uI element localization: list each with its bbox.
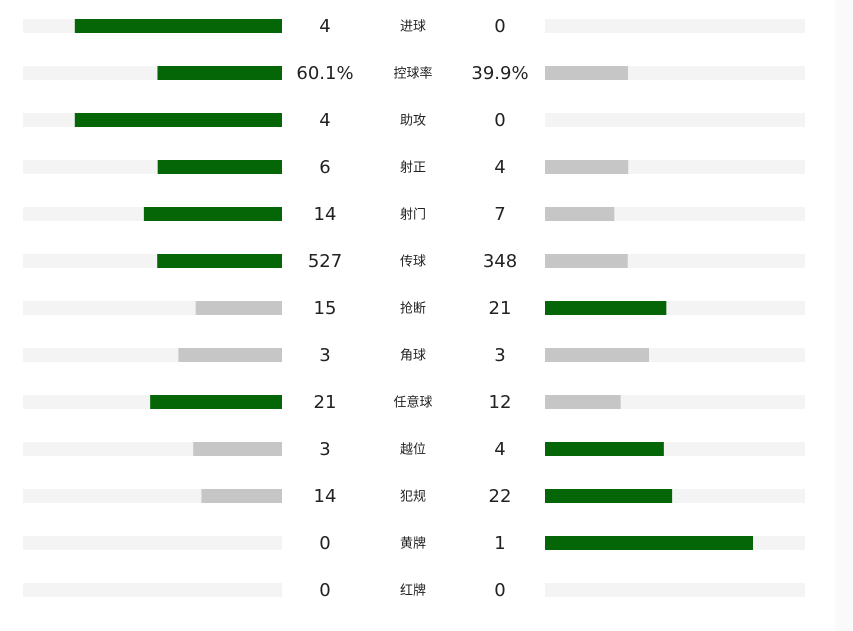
home-value: 15 (314, 298, 337, 319)
away-bar (545, 395, 621, 409)
away-bar (545, 207, 615, 221)
home-bar (74, 113, 282, 127)
away-value: 12 (489, 392, 512, 413)
home-bar (157, 66, 282, 80)
away-bar (545, 66, 628, 80)
home-bar (74, 19, 282, 33)
home-value: 14 (314, 204, 337, 225)
home-bar (201, 489, 282, 503)
home-bar (195, 301, 282, 315)
home-bar (157, 254, 282, 268)
home-value: 3 (319, 345, 330, 366)
away-value: 348 (483, 251, 517, 272)
stat-label: 进球 (400, 20, 426, 35)
home-value: 14 (314, 486, 337, 507)
away-bar (545, 489, 673, 503)
away-value: 1 (494, 533, 505, 554)
bar-track (545, 113, 805, 127)
stat-label: 传球 (400, 255, 426, 270)
home-bar (193, 442, 282, 456)
away-value: 3 (494, 345, 505, 366)
stat-label: 犯规 (400, 490, 426, 505)
away-bar (545, 536, 753, 550)
home-value: 4 (319, 16, 330, 37)
away-bar (545, 348, 649, 362)
away-bar (545, 301, 667, 315)
away-value: 4 (494, 157, 505, 178)
scroll-gutter (835, 0, 853, 631)
away-value: 0 (494, 16, 505, 37)
home-value: 21 (314, 392, 337, 413)
home-value: 3 (319, 439, 330, 460)
stat-label: 控球率 (393, 66, 432, 82)
stat-label: 射门 (400, 207, 426, 223)
away-value: 7 (494, 204, 505, 225)
away-value: 4 (494, 439, 505, 460)
away-bar (545, 254, 628, 268)
home-value: 6 (319, 157, 330, 178)
away-value: 21 (489, 298, 512, 319)
stat-label: 黄牌 (400, 536, 426, 552)
home-bar (150, 395, 282, 409)
away-bar (545, 160, 629, 174)
away-value: 0 (494, 110, 505, 131)
stat-label: 助攻 (400, 114, 426, 129)
stat-label: 角球 (400, 349, 426, 364)
stat-label: 红牌 (400, 583, 426, 599)
home-value: 4 (319, 110, 330, 131)
bar-track (545, 19, 805, 33)
away-value: 39.9% (471, 63, 528, 84)
stat-label: 任意球 (393, 395, 432, 411)
home-value: 0 (319, 533, 330, 554)
home-bar (143, 207, 282, 221)
home-bar (157, 160, 282, 174)
away-value: 0 (494, 580, 505, 601)
stat-label: 射正 (400, 160, 426, 176)
stat-label: 越位 (400, 443, 426, 458)
home-value: 60.1% (296, 63, 353, 84)
bar-track (23, 536, 282, 550)
away-bar (545, 442, 664, 456)
bar-track (23, 583, 282, 597)
home-value: 527 (308, 251, 342, 272)
away-value: 22 (489, 486, 512, 507)
home-bar (178, 348, 282, 362)
stat-label: 抢断 (400, 301, 426, 317)
home-value: 0 (319, 580, 330, 601)
bar-track (545, 583, 805, 597)
